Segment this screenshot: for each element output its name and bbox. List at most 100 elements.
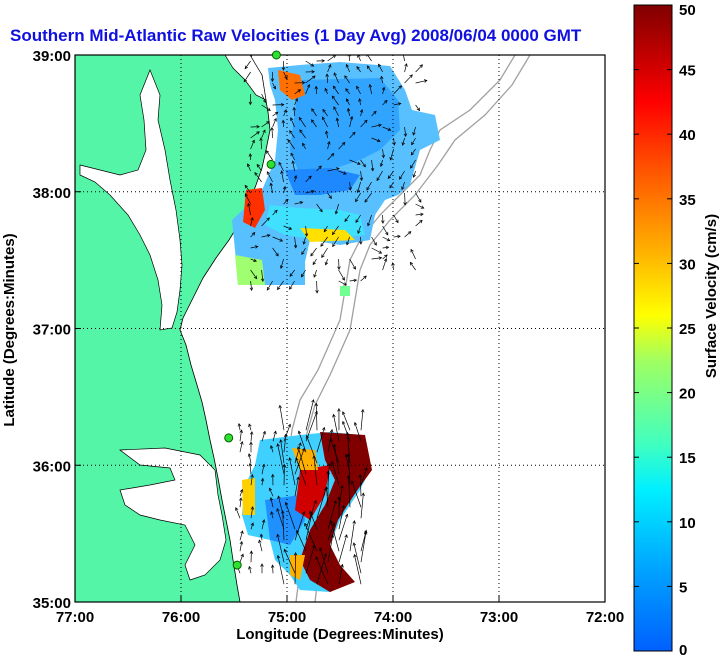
velocity-vector xyxy=(331,461,340,486)
velocity-vector-head xyxy=(301,447,306,452)
velocity-vector xyxy=(272,111,279,117)
velocity-vector-head xyxy=(409,261,414,266)
velocity-vector xyxy=(415,220,423,227)
velocity-vector xyxy=(277,555,285,585)
velocity-vector xyxy=(282,510,285,541)
velocity-vector-head xyxy=(333,72,337,76)
velocity-vector xyxy=(305,512,313,541)
velocity-vector-head xyxy=(325,73,329,77)
velocity-vector xyxy=(311,108,317,117)
velocity-vector-head xyxy=(353,553,357,558)
velocity-vector xyxy=(270,497,274,508)
velocity-vector xyxy=(333,414,340,442)
velocity-vector xyxy=(332,236,339,247)
velocity-vector-head xyxy=(359,109,364,113)
velocity-vector-head xyxy=(381,220,385,224)
velocity-vector-head xyxy=(284,75,288,80)
velocity-vector-head xyxy=(280,170,284,174)
velocity-vector xyxy=(382,148,384,158)
velocity-vector-head xyxy=(401,186,405,191)
velocity-patch xyxy=(300,432,372,592)
velocity-vector-head xyxy=(240,440,244,445)
velocity-vector-head xyxy=(293,244,298,249)
velocity-vector-head xyxy=(412,132,416,136)
velocity-patch xyxy=(242,478,255,515)
velocity-vector-head xyxy=(291,160,295,164)
velocity-vector xyxy=(354,554,362,585)
velocity-vector-head xyxy=(270,564,275,568)
velocity-vector xyxy=(357,181,361,193)
velocity-vector-head xyxy=(416,107,420,112)
velocity-vector-head xyxy=(298,442,302,446)
velocity-vector xyxy=(260,534,263,541)
velocity-vector xyxy=(404,126,407,137)
velocity-vector xyxy=(278,162,284,172)
velocity-vector xyxy=(294,552,296,585)
velocity-vector-head xyxy=(247,202,251,207)
velocity-vector-head xyxy=(262,430,266,435)
velocity-vector-head xyxy=(249,287,254,292)
velocity-vector-head xyxy=(288,457,292,461)
velocity-vector xyxy=(243,71,251,83)
velocity-vector xyxy=(238,423,241,431)
velocity-vector-head xyxy=(410,151,415,156)
velocity-vector-head xyxy=(323,228,327,233)
velocity-vector-head xyxy=(244,184,248,189)
velocity-vector xyxy=(378,64,383,73)
velocity-vector-head xyxy=(332,443,337,448)
velocity-vector xyxy=(248,203,251,216)
velocity-vector xyxy=(323,225,328,232)
velocity-vector xyxy=(322,109,328,117)
velocity-vector xyxy=(338,514,348,541)
y-tick-label: 38:00 xyxy=(33,185,71,202)
plot-frame xyxy=(74,54,606,603)
velocity-vector-head xyxy=(312,455,316,459)
velocity-patch xyxy=(265,495,305,545)
velocity-vector-head xyxy=(282,185,287,190)
velocity-vector-head xyxy=(332,243,336,248)
velocity-vector-head xyxy=(380,75,384,80)
velocity-vector xyxy=(294,89,301,95)
velocity-vector xyxy=(270,445,274,453)
velocity-vector-head xyxy=(279,238,284,242)
velocity-vector-head xyxy=(419,64,423,68)
velocity-vector-head xyxy=(407,231,412,235)
velocity-vector-head xyxy=(296,529,300,534)
velocity-vector xyxy=(327,534,334,563)
velocity-vector-head xyxy=(385,231,389,236)
velocity-vector xyxy=(305,225,308,237)
velocity-vector xyxy=(342,421,351,442)
velocity-vector-head xyxy=(385,245,390,250)
velocity-vector-head xyxy=(250,522,254,527)
velocity-vector-head xyxy=(302,241,306,245)
velocity-vector-head xyxy=(412,174,416,178)
velocity-vector xyxy=(305,190,315,194)
velocity-vector xyxy=(285,502,296,530)
velocity-patch xyxy=(300,228,355,242)
velocity-vector xyxy=(404,192,406,205)
velocity-vector-head xyxy=(337,408,341,412)
velocity-vector xyxy=(382,225,389,236)
velocity-patch xyxy=(243,188,265,228)
velocity-vector xyxy=(349,258,356,270)
velocity-vector xyxy=(250,474,253,486)
velocity-vector xyxy=(261,269,264,282)
velocity-vector xyxy=(258,540,263,552)
velocity-patch xyxy=(235,255,265,285)
velocity-vector xyxy=(360,409,364,431)
velocity-vector-head xyxy=(329,519,334,524)
velocity-vector-head xyxy=(235,507,239,511)
velocity-vector xyxy=(294,236,297,248)
velocity-vector-head xyxy=(420,205,425,209)
velocity-vector-head xyxy=(346,98,350,102)
velocity-vector xyxy=(296,530,307,552)
velocity-vector-head xyxy=(328,63,332,68)
velocity-vector-head xyxy=(325,130,329,135)
velocity-vector-head xyxy=(344,534,348,538)
velocity-vector xyxy=(382,100,388,106)
velocity-vector-head xyxy=(410,165,414,169)
velocity-vector xyxy=(250,431,253,442)
velocity-vector-head xyxy=(398,85,402,89)
velocity-vector xyxy=(239,441,243,453)
velocity-vector-head xyxy=(254,172,258,176)
